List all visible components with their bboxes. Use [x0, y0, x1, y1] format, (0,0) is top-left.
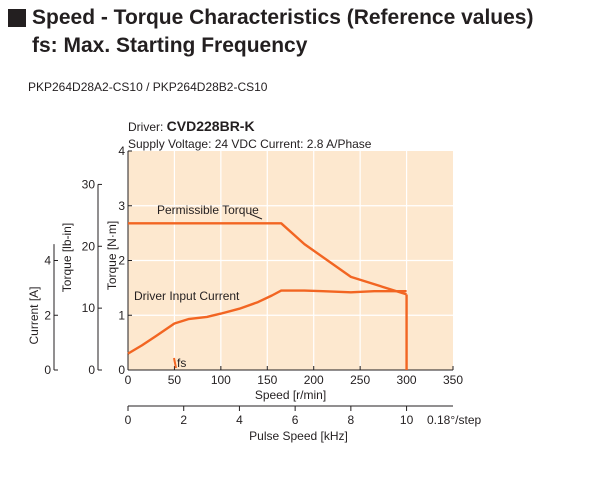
x2-tick-label: 2 [180, 413, 187, 427]
x-tick-label: 200 [304, 373, 324, 387]
y-tick-label-nm: 3 [118, 199, 125, 213]
y-tick-label-lbin: 0 [88, 363, 95, 377]
x-tick-label: 250 [350, 373, 370, 387]
y-tick-label-nm: 1 [118, 308, 125, 322]
title-row: Speed - Torque Characteristics (Referenc… [8, 4, 533, 32]
y-axis-label-lbin: Torque [lb-in] [60, 223, 74, 292]
x-tick-label: 0 [125, 373, 132, 387]
x-tick-label: 350 [443, 373, 463, 387]
y-tick-label-lbin: 10 [82, 301, 96, 315]
x-tick-label: 300 [397, 373, 417, 387]
x-tick-label: 150 [257, 373, 277, 387]
x-tick-label: 100 [211, 373, 231, 387]
page-subtitle: fs: Max. Starting Frequency [32, 34, 308, 57]
y-tick-label-lbin: 20 [82, 239, 96, 253]
permissible-torque-line [128, 222, 407, 296]
series-label-driver-input-current: Driver Input Current [134, 289, 240, 303]
y-tick-label-nm: 4 [118, 144, 125, 158]
x2-axis-label: Pulse Speed [kHz] [249, 429, 348, 443]
y-tick-label-current: 4 [44, 254, 51, 268]
y-tick-label-lbin: 30 [82, 177, 96, 191]
x2-tick-label: 8 [348, 413, 355, 427]
axes [53, 150, 454, 411]
series-label-leader [249, 213, 263, 220]
y-tick-label-current: 0 [44, 363, 51, 377]
page-title: Speed - Torque Characteristics (Referenc… [32, 6, 534, 29]
supply-label: Supply Voltage: 24 VDC Current: 2.8 A/Ph… [128, 137, 372, 151]
y-tick-label-nm: 0 [118, 363, 125, 377]
driver-input-current-line [127, 289, 407, 355]
grid [128, 151, 453, 370]
driver-name: CVD228BR-K [167, 118, 255, 134]
series-lines [127, 222, 408, 370]
driver-prefix: Driver: [128, 120, 167, 134]
x2-tick-label: 6 [292, 413, 299, 427]
y-tick-label-nm: 2 [118, 254, 125, 268]
header: Speed - Torque Characteristics (Referenc… [8, 4, 533, 60]
x2-tick-label: 4 [236, 413, 243, 427]
subtitle-row: fs: Max. Starting Frequency [8, 32, 533, 60]
x-axis-label: Speed [r/min] [255, 388, 326, 402]
y-tick-label-current: 2 [44, 308, 51, 322]
series-label-permissible-torque: Permissible Torque [157, 203, 259, 217]
y-axis-label-current: Current [A] [27, 286, 41, 344]
x2-unit-label: 0.18°/step [427, 413, 481, 427]
x-tick-label: 50 [168, 373, 182, 387]
x2-tick-label: 10 [400, 413, 414, 427]
fs-marker [173, 357, 177, 369]
model-number: PKP264D28A2-CS10 / PKP264D28B2-CS10 [28, 80, 268, 94]
driver-label: Driver: CVD228BR-K [128, 118, 255, 134]
y-axis-label-nm: Torque [N·m] [105, 221, 119, 290]
heading-square-icon [8, 9, 26, 27]
x2-tick-label: 0 [125, 413, 132, 427]
fs-label: fs [177, 356, 186, 370]
